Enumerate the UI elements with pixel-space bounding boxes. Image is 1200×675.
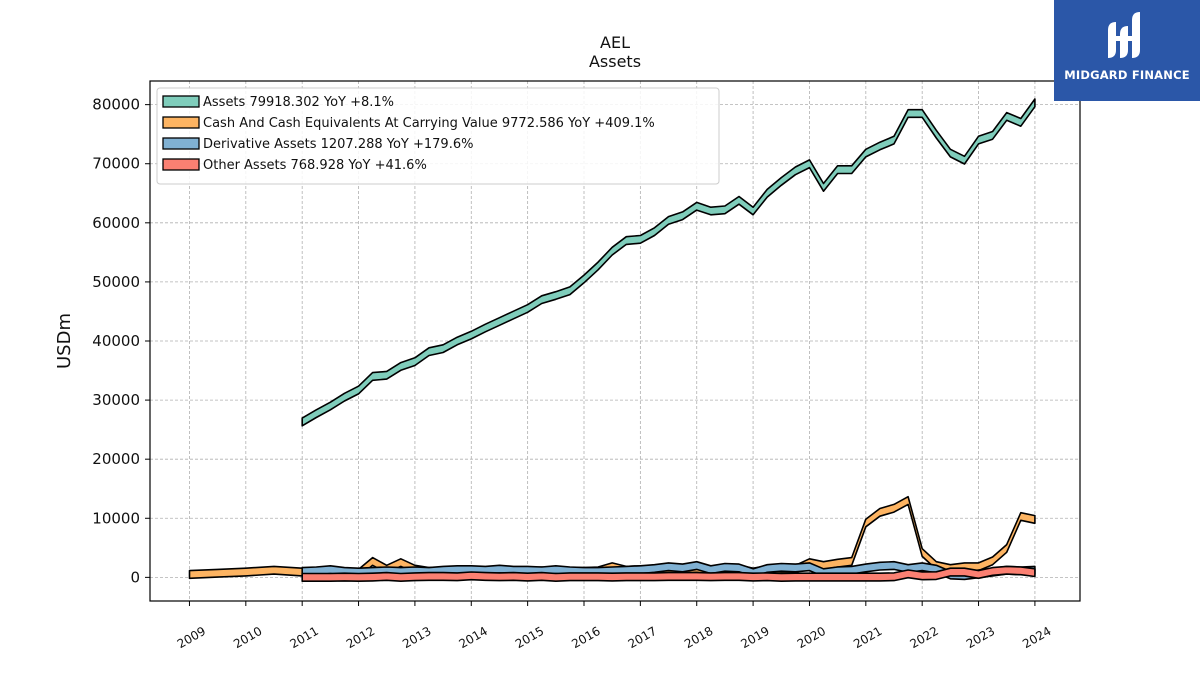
chart-subtitle: Assets [588, 52, 642, 71]
y-tick-label: 60000 [92, 214, 140, 232]
y-axis-label: USDm [54, 313, 75, 369]
x-tick-label: 2016 [569, 624, 602, 651]
x-tick-label: 2012 [344, 624, 377, 651]
series-band-3 [301, 565, 1036, 583]
midgard-logo-icon [1108, 12, 1140, 58]
x-tick-label: 2015 [513, 624, 546, 651]
x-tick-label: 2023 [964, 624, 997, 651]
y-tick-label: 80000 [92, 96, 140, 114]
legend-label: Other Assets 768.928 YoY +41.6% [203, 158, 427, 173]
legend-swatch [162, 137, 200, 150]
axes: 0 10000 20000 30000 40000 50000 60000 70000 8000… [54, 80, 1081, 651]
x-tick-label: 2013 [400, 624, 433, 651]
x-tick-label: 2017 [626, 624, 659, 651]
legend-swatch [162, 95, 200, 108]
brand-name: MIDGARD FINANCE [1064, 68, 1190, 82]
y-tick-label: 20000 [92, 450, 140, 468]
x-tick-label: 2014 [457, 624, 490, 651]
legend-box [156, 87, 720, 185]
x-tick-label: 2010 [231, 624, 264, 651]
y-tick-label: 30000 [92, 391, 140, 409]
y-tick-label: 10000 [92, 509, 140, 527]
x-tick-label: 2024 [1020, 624, 1053, 651]
x-tick-label: 2019 [738, 624, 771, 651]
series-fills [188, 98, 1036, 583]
grid-lines [150, 81, 1080, 601]
y-tick-label: 70000 [92, 155, 140, 173]
y-tick-label: 50000 [92, 273, 140, 291]
legend-swatch [162, 158, 200, 171]
legend: Assets 79918.302 YoY +8.1% Cash And Cash … [156, 87, 720, 185]
legend-label: Derivative Assets 1207.288 YoY +179.6% [203, 137, 473, 152]
legend-label: Cash And Cash Equivalents At Carrying Va… [203, 116, 655, 131]
x-tick-label: 2020 [795, 624, 828, 651]
x-tick-label: 2018 [682, 624, 715, 651]
series-band-0 [301, 98, 1036, 427]
y-tick-label: 40000 [92, 332, 140, 350]
legend-label: Assets 79918.302 YoY +8.1% [203, 95, 394, 110]
x-tick-label: 2011 [287, 624, 320, 651]
x-tick-label: 2022 [907, 624, 940, 651]
chart-title: AEL [600, 33, 630, 52]
legend-swatch [162, 116, 200, 129]
y-tick-label: 0 [130, 568, 140, 586]
x-tick-label: 2021 [851, 624, 884, 651]
x-tick-label: 2009 [175, 624, 208, 651]
